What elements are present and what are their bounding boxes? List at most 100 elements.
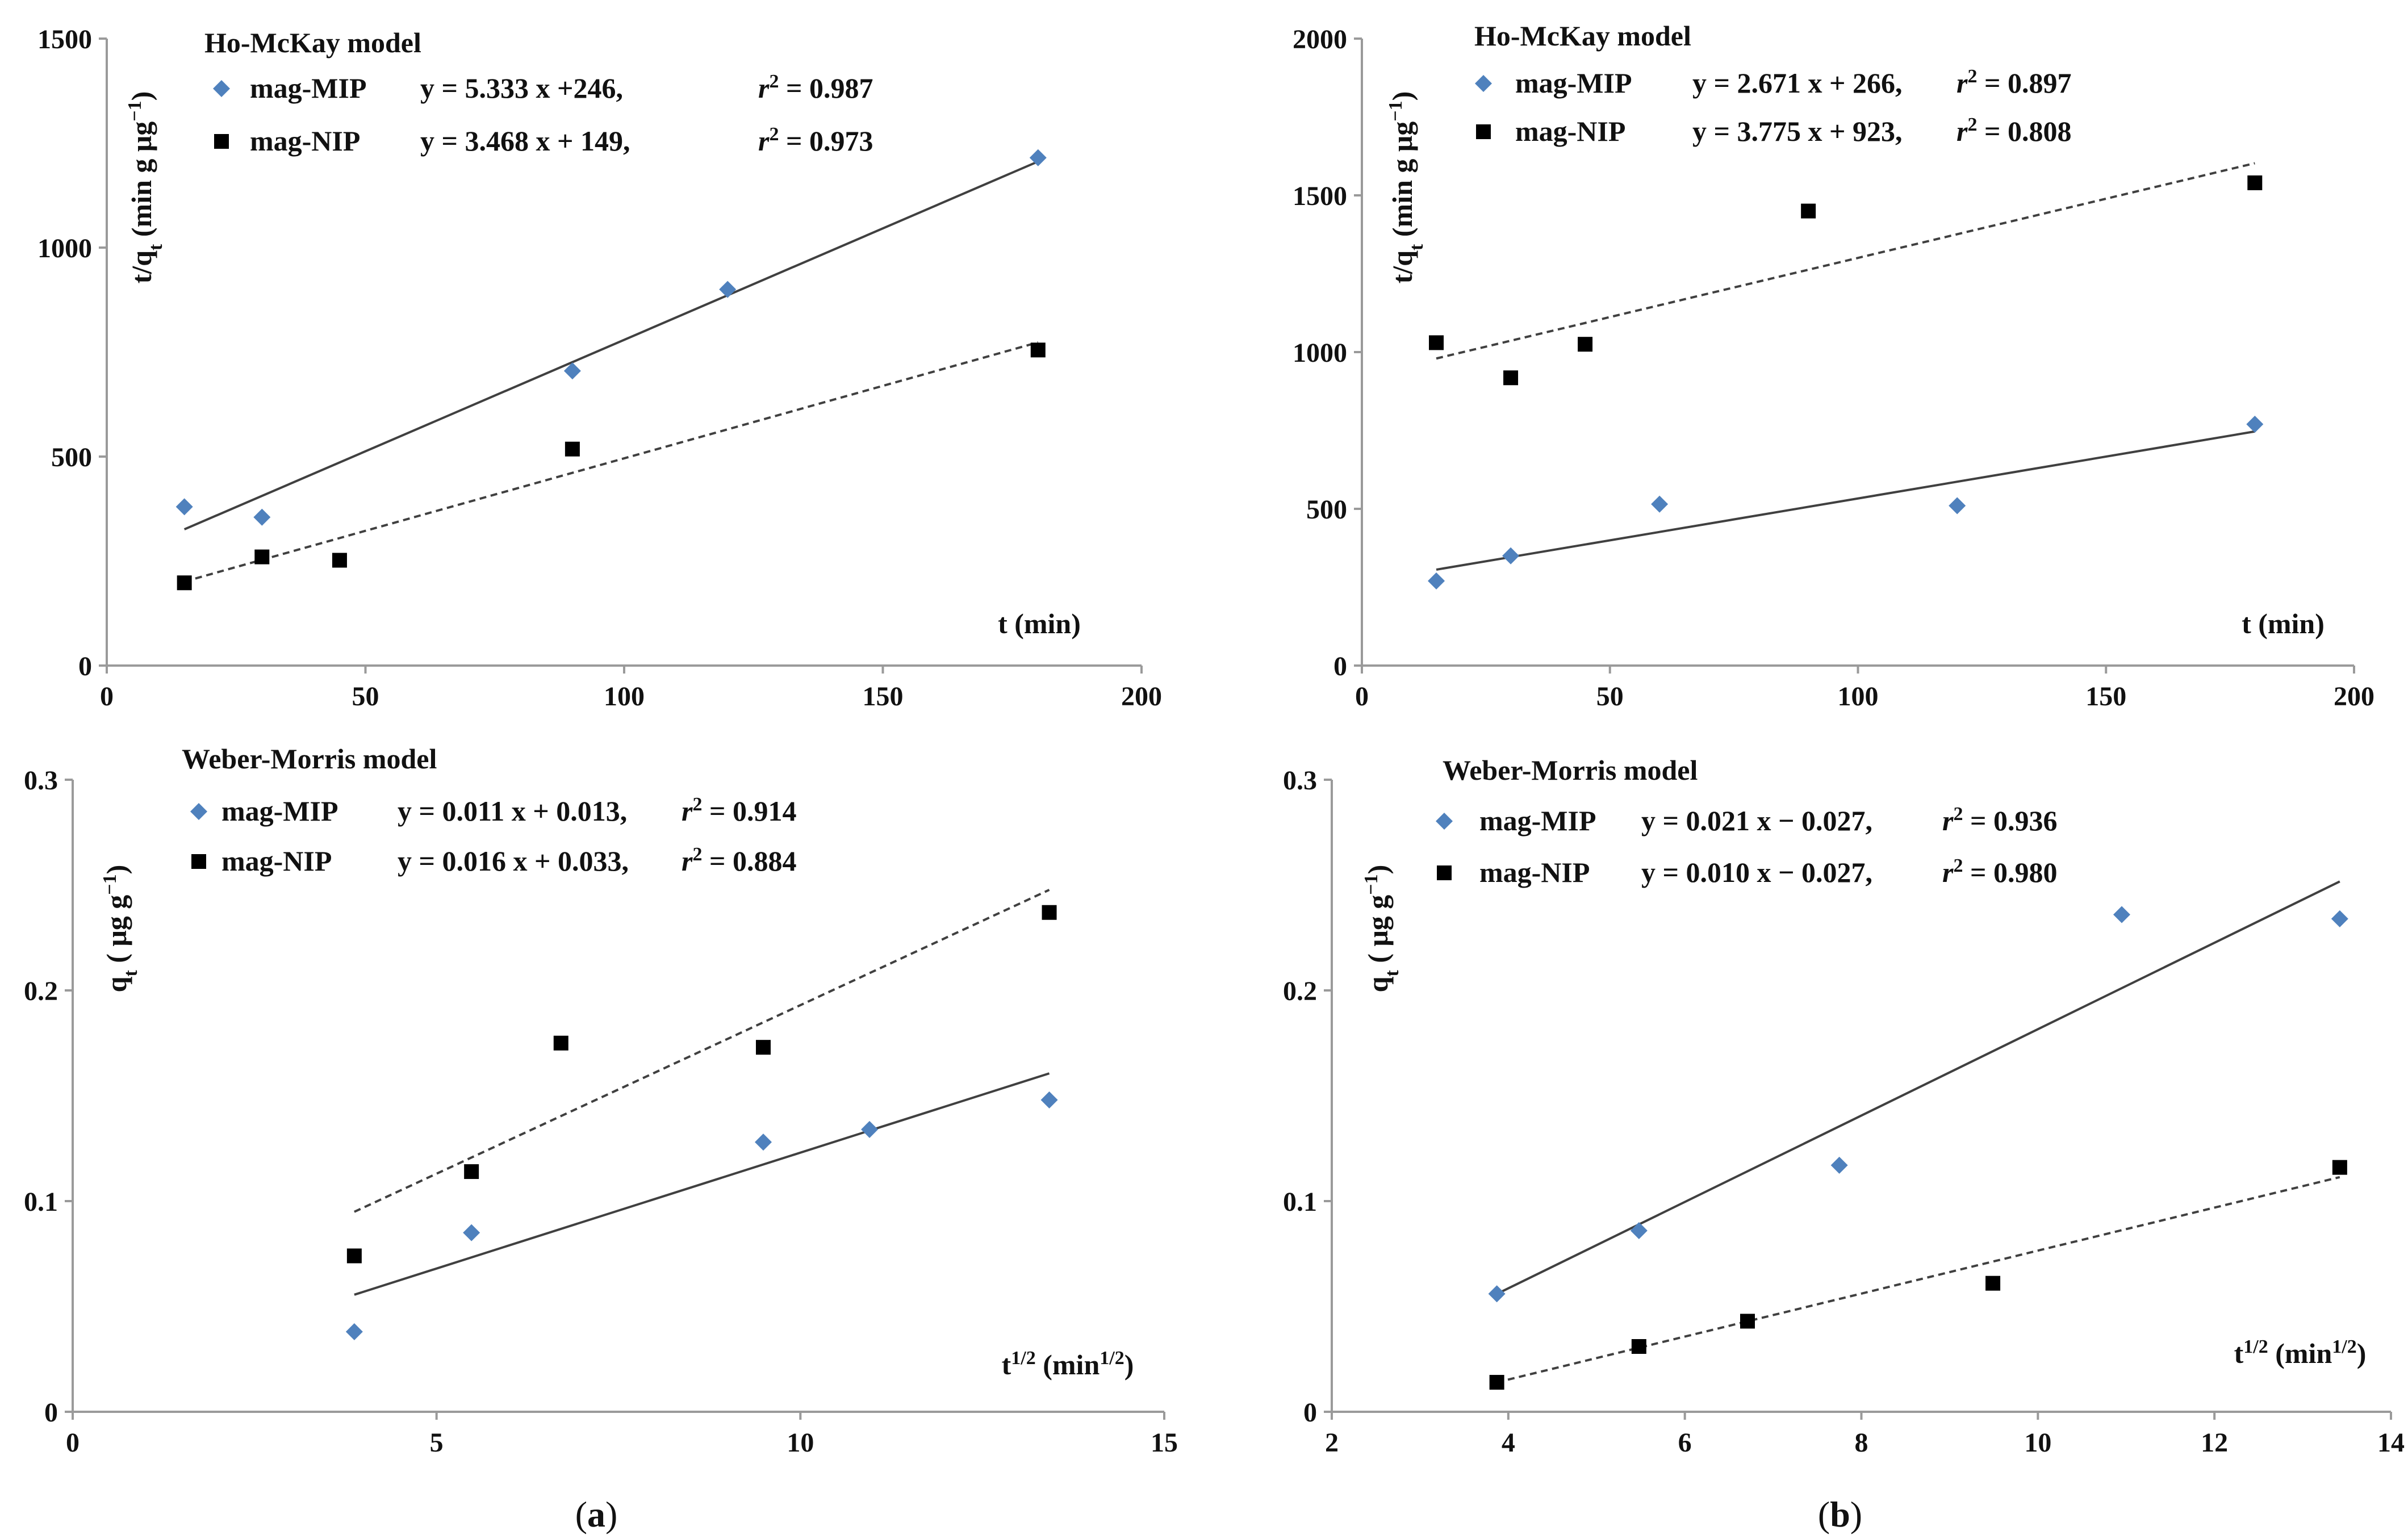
nip-legend-marker — [1476, 124, 1491, 139]
y-tick-label: 0.1 — [1283, 1187, 1317, 1217]
mip-data-point — [175, 498, 193, 516]
mip-legend-marker — [190, 803, 207, 820]
nip-equation: y = 0.010 x − 0.027, — [1641, 856, 1872, 888]
model-title: Ho-McKay model — [204, 27, 421, 58]
x-axis-title: t (min) — [998, 608, 1081, 639]
panel-label-a: (a) — [575, 1494, 618, 1534]
mip-fit-line — [354, 1072, 1050, 1296]
y-tick-label: 0.2 — [24, 976, 58, 1006]
mip-data-point — [1630, 1222, 1648, 1239]
nip-data-point — [464, 1164, 479, 1180]
panel-label-b: (b) — [1818, 1494, 1862, 1534]
nip-legend-marker — [191, 854, 206, 869]
x-tick-label: 150 — [2085, 681, 2126, 712]
mip-equation: y = 0.021 x − 0.027, — [1641, 805, 1872, 837]
mip-equation: y = 5.333 x +246, — [420, 72, 623, 104]
nip-data-point — [1489, 1375, 1504, 1390]
x-tick-label: 0 — [66, 1428, 80, 1458]
mip-fit-line — [1496, 880, 2340, 1295]
y-tick-label: 0.1 — [24, 1187, 58, 1217]
nip-equation: y = 3.468 x + 149, — [420, 125, 630, 157]
model-title: Ho-McKay model — [1474, 20, 1691, 52]
mip-data-point — [1040, 1091, 1058, 1109]
nip-data-point — [755, 1040, 771, 1055]
mip-legend-label: mag-MIP — [250, 72, 367, 104]
y-tick-label: 500 — [51, 442, 92, 472]
x-tick-label: 100 — [1838, 681, 1879, 712]
nip-legend-label: mag-NIP — [1515, 115, 1625, 147]
mip-legend-label: mag-MIP — [1479, 805, 1596, 837]
nip-data-point — [1740, 1314, 1755, 1329]
mip-legend-marker — [1475, 75, 1492, 92]
y-axis-title: t/qt (min g μg−1) — [1385, 91, 1427, 284]
model-title: Weber-Morris model — [182, 743, 437, 775]
x-tick-label: 2 — [1325, 1428, 1339, 1458]
nip-equation: y = 3.775 x + 923, — [1692, 115, 1902, 147]
mip-legend-label: mag-MIP — [221, 795, 338, 827]
x-tick-label: 0 — [1355, 681, 1369, 712]
x-tick-label: 150 — [863, 681, 904, 712]
y-tick-label: 500 — [1306, 495, 1347, 525]
nip-fit-line — [1496, 1176, 2340, 1384]
mip-data-point — [1949, 497, 1966, 515]
mip-data-point — [719, 281, 737, 298]
mip-legend-marker — [213, 80, 230, 97]
x-tick-label: 15 — [1151, 1428, 1178, 1458]
mip-legend-marker — [1436, 813, 1453, 830]
mip-data-point — [2246, 415, 2264, 433]
mip-r2: r2 = 0.987 — [758, 71, 873, 104]
mip-data-point — [253, 508, 271, 526]
nip-legend-marker — [214, 134, 229, 149]
chart-a-bottom: 0 5 10 15 0 0.1 0.2 0.3 Weber-Morris model mag-MI… — [24, 743, 1178, 1458]
mip-r2: r2 = 0.897 — [1956, 66, 2071, 99]
y-tick-label: 1500 — [37, 24, 92, 55]
mip-data-point — [563, 362, 581, 380]
nip-data-point — [346, 1248, 362, 1264]
nip-data-point — [2332, 1160, 2347, 1175]
chart-b-bottom: 2 4 6 8 10 12 14 0 0.1 0.2 0.3 Weber-Morris model ma… — [1283, 754, 2405, 1458]
y-tick-label: 0 — [78, 651, 92, 681]
y-tick-label: 0 — [1303, 1398, 1317, 1428]
x-tick-label: 50 — [352, 681, 379, 712]
mip-data-point — [2331, 910, 2348, 927]
mip-data-point — [754, 1134, 772, 1151]
mip-data-point — [463, 1224, 480, 1241]
x-tick-label: 8 — [1855, 1428, 1868, 1458]
mip-equation: y = 2.671 x + 266, — [1692, 67, 1902, 99]
x-tick-label: 200 — [1121, 681, 1162, 712]
nip-legend-label: mag-NIP — [250, 125, 360, 157]
nip-data-point — [1985, 1275, 2001, 1291]
mip-data-point — [1830, 1156, 1848, 1174]
nip-data-point — [1801, 203, 1816, 219]
mip-data-point — [345, 1323, 363, 1341]
x-tick-label: 200 — [2334, 681, 2374, 712]
model-title: Weber-Morris model — [1443, 754, 1698, 786]
x-tick-label: 4 — [1502, 1428, 1515, 1458]
nip-data-point — [553, 1035, 568, 1051]
nip-data-point — [332, 553, 347, 568]
nip-equation: y = 0.016 x + 0.033, — [398, 845, 629, 877]
y-tick-label: 2000 — [1293, 24, 1347, 55]
nip-r2: r2 = 0.980 — [1942, 855, 2057, 889]
mip-data-point — [1488, 1285, 1506, 1303]
nip-fit-line — [184, 341, 1039, 583]
x-axis-title: t1/2 (min1/2) — [2234, 1336, 2367, 1370]
mip-data-point — [2113, 906, 2130, 923]
nip-r2: r2 = 0.884 — [682, 844, 796, 877]
mip-data-point — [1651, 495, 1669, 513]
mip-data-point — [1029, 149, 1047, 166]
chart-a-top: 0 50 100 150 200 0 500 1000 1500 Ho-McKay model ma… — [37, 24, 1162, 712]
y-tick-label: 1000 — [37, 233, 92, 264]
nip-data-point — [1631, 1339, 1646, 1354]
nip-data-point — [254, 549, 270, 564]
mip-data-point — [1502, 547, 1520, 564]
y-tick-label: 0.3 — [24, 766, 58, 796]
nip-data-point — [2247, 175, 2263, 190]
x-axis-title: t (min) — [2242, 608, 2325, 639]
x-tick-label: 6 — [1678, 1428, 1692, 1458]
nip-data-point — [1030, 342, 1046, 358]
mip-fit-line — [1436, 430, 2255, 571]
mip-r2: r2 = 0.936 — [1942, 804, 2057, 837]
